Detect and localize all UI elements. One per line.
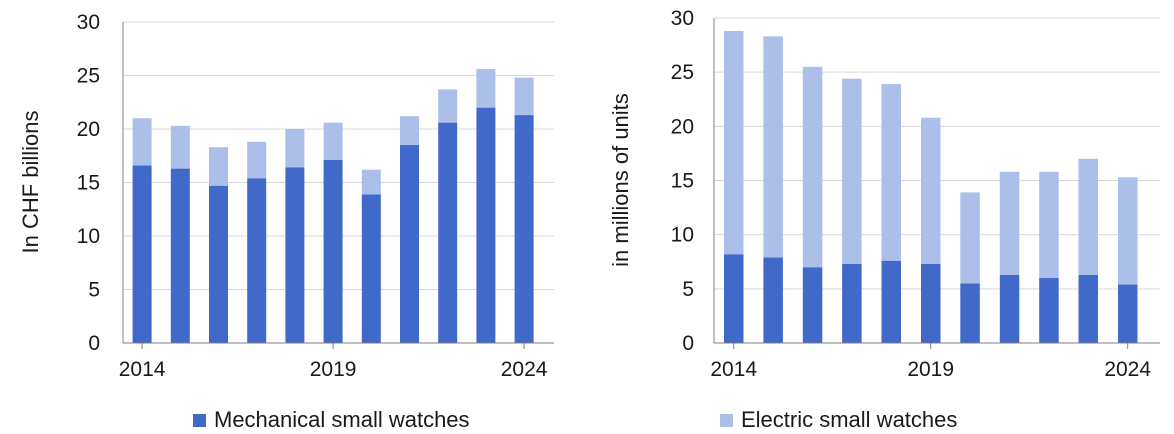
x-tick-label: 2019: [310, 358, 357, 381]
bar-electric-2016: [209, 147, 228, 186]
bar-electric-2015: [171, 126, 190, 169]
bar-mechanical-2024: [515, 115, 534, 343]
bar-mechanical-2020: [362, 194, 381, 343]
bar-electric-2023: [476, 69, 495, 108]
bar-mechanical-2017: [842, 264, 862, 343]
bar-electric-2015: [763, 36, 783, 257]
bar-mechanical-2020: [960, 283, 980, 343]
bar-mechanical-2022: [1039, 278, 1059, 343]
bar-electric-2014: [724, 31, 744, 254]
bar-mechanical-2021: [400, 145, 419, 343]
bar-mechanical-2017: [247, 178, 266, 343]
bar-electric-2021: [400, 116, 419, 145]
legend-item-electric: Electric small watches: [720, 406, 957, 434]
bar-mechanical-2019: [921, 264, 941, 343]
bar-electric-2023: [1079, 159, 1099, 275]
bar-mechanical-2018: [882, 261, 902, 343]
bar-electric-2020: [362, 170, 381, 195]
bar-mechanical-2022: [438, 123, 457, 343]
bar-mechanical-2021: [1000, 275, 1020, 343]
x-tick-label: 2024: [1104, 358, 1151, 381]
legend-item-mechanical: Mechanical small watches: [193, 406, 470, 434]
legend-swatch-mechanical: [193, 414, 206, 427]
x-tick-label: 2014: [119, 358, 166, 381]
bar-electric-2022: [1039, 172, 1059, 278]
bar-electric-2024: [1118, 177, 1138, 284]
y-tick-label: 15: [77, 172, 100, 195]
y-tick-label: 25: [77, 65, 100, 88]
y-tick-label: 10: [77, 225, 100, 248]
bar-electric-2014: [133, 118, 152, 165]
bar-electric-2021: [1000, 172, 1020, 275]
y-tick-label: 20: [77, 118, 100, 141]
bar-electric-2017: [247, 142, 266, 178]
y-tick-label: 20: [671, 115, 694, 138]
y-tick-label: 10: [671, 224, 694, 247]
y-tick-label: 0: [682, 332, 694, 355]
bar-mechanical-2014: [724, 254, 744, 343]
bar-mechanical-2014: [133, 165, 152, 343]
bar-mechanical-2023: [476, 108, 495, 343]
y-axis-label: In CHF billions: [18, 110, 43, 253]
y-tick-label: 5: [682, 278, 694, 301]
bar-mechanical-2015: [763, 257, 783, 343]
y-tick-label: 15: [671, 170, 694, 193]
bar-mechanical-2016: [209, 186, 228, 343]
y-tick-label: 25: [671, 61, 694, 84]
bar-electric-2016: [803, 67, 823, 267]
bar-electric-2020: [960, 192, 980, 283]
y-tick-label: 5: [88, 279, 100, 302]
y-tick-label: 30: [77, 11, 100, 34]
bar-mechanical-2018: [285, 168, 304, 344]
x-tick-label: 2024: [501, 358, 548, 381]
legend-swatch-electric: [720, 414, 733, 427]
bar-mechanical-2015: [171, 169, 190, 343]
bar-electric-2019: [921, 118, 941, 264]
bar-mechanical-2016: [803, 267, 823, 343]
x-tick-label: 2014: [710, 358, 757, 381]
legend-label-electric: Electric small watches: [741, 407, 957, 433]
bar-mechanical-2024: [1118, 285, 1138, 344]
bar-electric-2022: [438, 89, 457, 122]
bar-electric-2018: [882, 84, 902, 261]
bar-mechanical-2019: [324, 160, 343, 343]
bar-electric-2017: [842, 79, 862, 264]
y-tick-label: 30: [671, 7, 694, 30]
legend-label-mechanical: Mechanical small watches: [214, 407, 470, 433]
bar-electric-2024: [515, 78, 534, 115]
bar-electric-2018: [285, 129, 304, 168]
y-axis-label: in millions of units: [608, 93, 633, 267]
bar-electric-2019: [324, 123, 343, 160]
x-tick-label: 2019: [907, 358, 954, 381]
bar-mechanical-2023: [1079, 275, 1099, 343]
y-tick-label: 0: [88, 332, 100, 355]
